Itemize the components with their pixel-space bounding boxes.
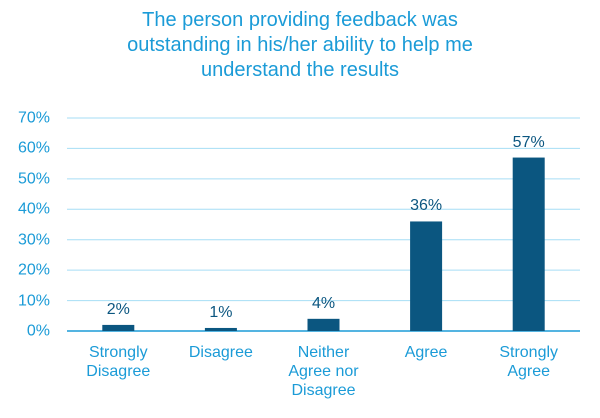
data-label: 2% <box>106 300 130 318</box>
data-label: 57% <box>512 133 545 151</box>
x-tick-label: Neither Agree nor Disagree <box>288 344 359 400</box>
y-tick-label: 60% <box>17 139 50 157</box>
chart-title: The person providing feedback was outsta… <box>127 9 473 81</box>
y-tick-label: 0% <box>26 322 50 340</box>
data-label: 1% <box>209 303 233 321</box>
data-label: 36% <box>410 197 443 215</box>
x-tick-label: Strongly Agree <box>499 344 559 381</box>
y-tick-label: 20% <box>17 261 50 279</box>
bar <box>204 327 237 331</box>
bar <box>410 221 443 331</box>
y-tick-label: 50% <box>17 170 50 188</box>
bar <box>512 157 545 331</box>
y-tick-label: 30% <box>17 231 50 249</box>
x-tick-label: Agree <box>404 344 448 361</box>
x-tick-label: Strongly Disagree <box>86 344 151 381</box>
y-tick-label: 10% <box>17 291 50 309</box>
bar <box>102 324 135 331</box>
y-tick-label: 70% <box>17 109 50 127</box>
y-tick-label: 40% <box>17 200 50 218</box>
bar <box>307 318 340 331</box>
x-tick-label: Disagree <box>188 344 253 361</box>
data-label: 4% <box>311 294 336 312</box>
